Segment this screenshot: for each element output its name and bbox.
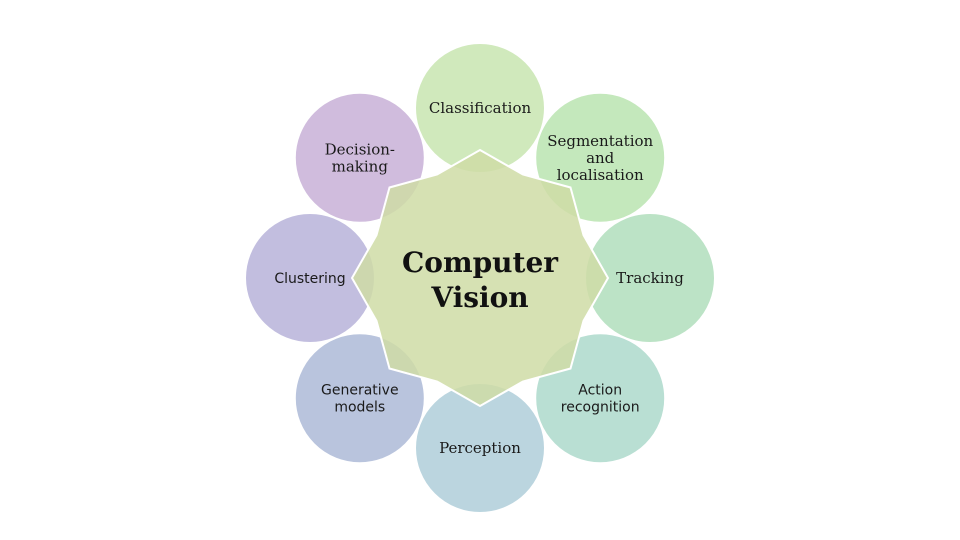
node-label-decision-making-line-1: Decision- — [325, 140, 395, 158]
node-label-generative-models-line-2: models — [334, 400, 385, 416]
node-classification: Classification — [414, 42, 546, 174]
node-label-tracking-line-1: Tracking — [616, 269, 684, 287]
node-label-segmentation-line-3: localisation — [557, 166, 644, 184]
center-hub: Computer Vision — [350, 148, 610, 408]
node-label-generative-models-line-1: Generative — [321, 383, 399, 399]
node-label-segmentation-line-2: and — [586, 149, 615, 167]
center-octagon — [350, 148, 610, 408]
node-label-action-recognition-line-1: Action — [578, 383, 622, 399]
center-title-line-2: Vision — [430, 281, 528, 314]
node-clustering: Clustering — [244, 212, 376, 344]
center-title-line-1: Computer — [402, 246, 559, 279]
node-label-clustering-line-1: Clustering — [274, 271, 345, 287]
node-label-perception-line-1: Perception — [439, 439, 521, 457]
node-label-classification-line-1: Classification — [429, 99, 532, 117]
node-label-decision-making-line-2: making — [332, 157, 389, 175]
node-label-action-recognition-line-2: recognition — [561, 400, 640, 416]
node-label-segmentation-line-1: Segmentation — [547, 132, 653, 150]
node-tracking: Tracking — [584, 212, 716, 344]
